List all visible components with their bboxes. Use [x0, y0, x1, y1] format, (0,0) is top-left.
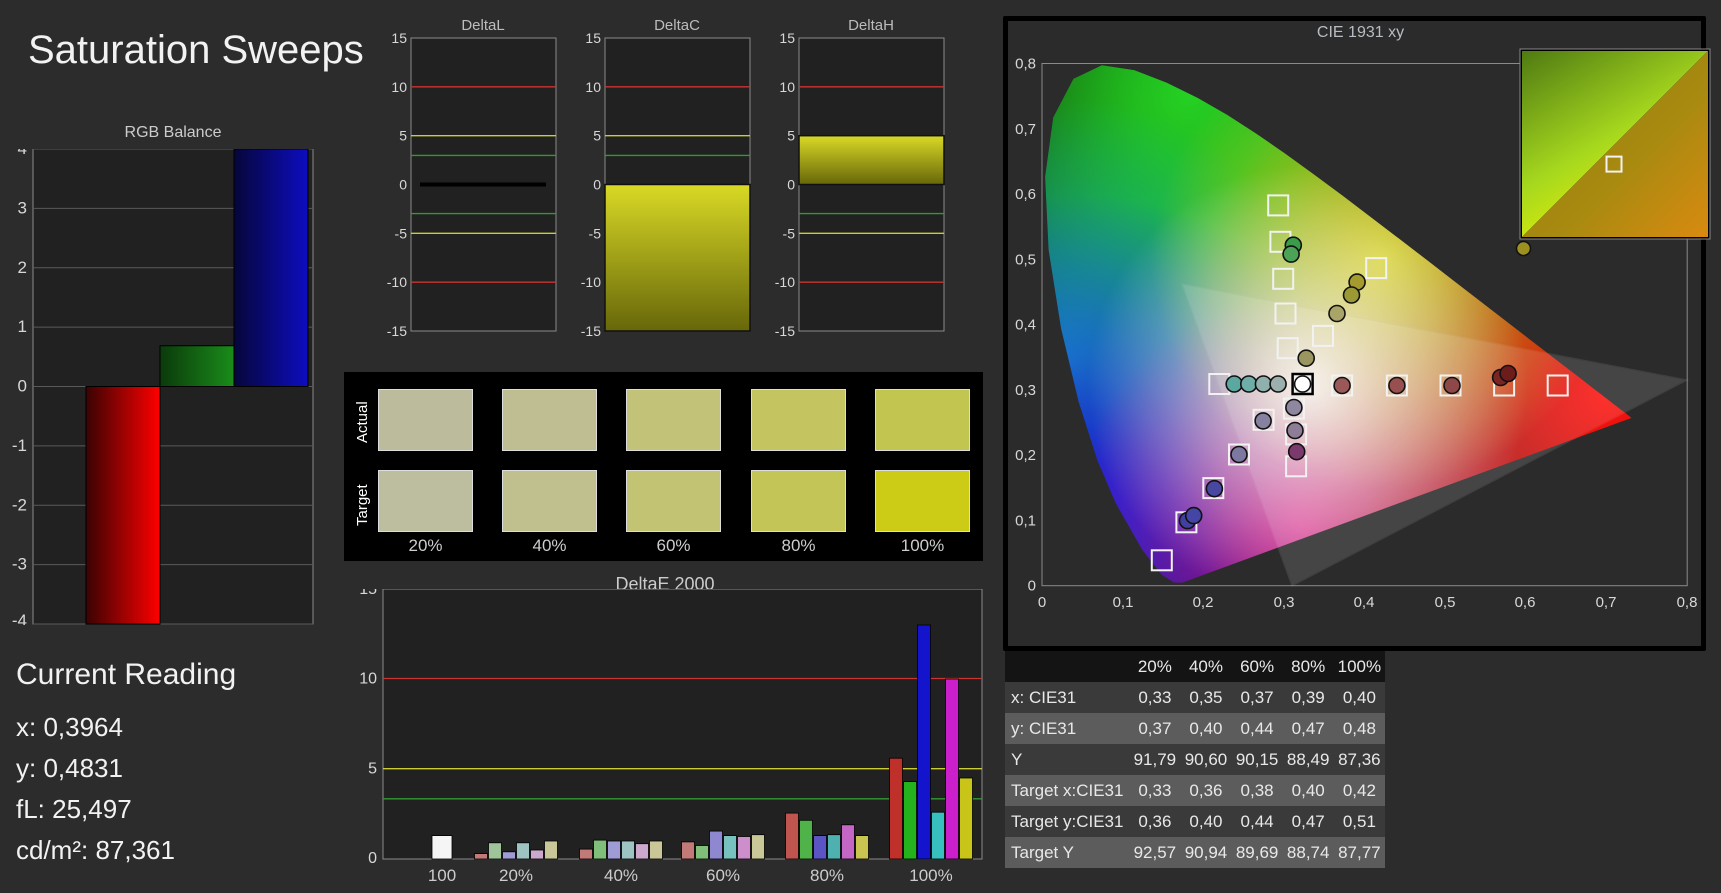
svg-text:0,8: 0,8 — [1677, 594, 1698, 611]
svg-text:-10: -10 — [581, 274, 601, 290]
svg-text:40%: 40% — [604, 866, 638, 885]
svg-text:10: 10 — [391, 79, 407, 95]
svg-text:0: 0 — [1028, 578, 1036, 595]
svg-text:60%: 60% — [706, 866, 740, 885]
svg-text:80%: 80% — [810, 866, 844, 885]
svg-text:-5: -5 — [395, 225, 408, 241]
svg-text:-2: -2 — [12, 495, 27, 514]
svg-text:5: 5 — [787, 128, 795, 144]
svg-text:0: 0 — [368, 850, 377, 867]
svg-text:0,6: 0,6 — [1015, 186, 1036, 203]
svg-text:DeltaC: DeltaC — [654, 17, 700, 34]
svg-text:15: 15 — [779, 30, 795, 46]
svg-text:-5: -5 — [783, 225, 796, 241]
svg-text:DeltaH: DeltaH — [848, 17, 894, 34]
svg-text:0,4: 0,4 — [1015, 317, 1036, 334]
svg-text:0: 0 — [787, 177, 795, 193]
svg-text:-3: -3 — [12, 555, 27, 574]
svg-text:10: 10 — [359, 671, 377, 688]
svg-text:0: 0 — [399, 177, 407, 193]
svg-text:0,5: 0,5 — [1015, 251, 1036, 268]
svg-text:0: 0 — [593, 177, 601, 193]
svg-text:0,4: 0,4 — [1354, 594, 1375, 611]
svg-text:-10: -10 — [775, 274, 795, 290]
svg-text:0,2: 0,2 — [1015, 447, 1036, 464]
svg-text:-1: -1 — [12, 436, 27, 455]
svg-text:5: 5 — [399, 128, 407, 144]
svg-text:1: 1 — [18, 317, 27, 336]
svg-text:0,7: 0,7 — [1596, 594, 1617, 611]
svg-text:0: 0 — [1038, 594, 1046, 611]
svg-text:0,7: 0,7 — [1015, 121, 1036, 138]
svg-text:5: 5 — [593, 128, 601, 144]
svg-text:DeltaL: DeltaL — [461, 17, 504, 34]
svg-text:15: 15 — [585, 30, 601, 46]
svg-text:100%: 100% — [909, 866, 952, 885]
svg-text:-15: -15 — [387, 323, 407, 339]
svg-text:0,8: 0,8 — [1015, 56, 1036, 73]
svg-text:0,2: 0,2 — [1193, 594, 1214, 611]
svg-text:5: 5 — [368, 761, 377, 778]
svg-text:0,3: 0,3 — [1015, 382, 1036, 399]
svg-text:4: 4 — [18, 149, 27, 158]
svg-text:15: 15 — [391, 30, 407, 46]
svg-text:0,1: 0,1 — [1113, 594, 1134, 611]
svg-text:-5: -5 — [589, 225, 602, 241]
svg-text:0,1: 0,1 — [1015, 512, 1036, 529]
svg-text:-15: -15 — [775, 323, 795, 339]
svg-text:3: 3 — [18, 198, 27, 217]
svg-text:100: 100 — [428, 866, 456, 885]
svg-text:10: 10 — [585, 79, 601, 95]
svg-text:10: 10 — [779, 79, 795, 95]
svg-text:0: 0 — [18, 377, 27, 396]
svg-text:20%: 20% — [499, 866, 533, 885]
svg-text:-10: -10 — [387, 274, 407, 290]
svg-text:15: 15 — [359, 589, 377, 598]
svg-text:0,6: 0,6 — [1515, 594, 1536, 611]
svg-text:0,3: 0,3 — [1274, 594, 1295, 611]
svg-text:2: 2 — [18, 258, 27, 277]
svg-text:0,5: 0,5 — [1435, 594, 1456, 611]
svg-text:-15: -15 — [581, 323, 601, 339]
svg-text:-4: -4 — [12, 611, 27, 625]
